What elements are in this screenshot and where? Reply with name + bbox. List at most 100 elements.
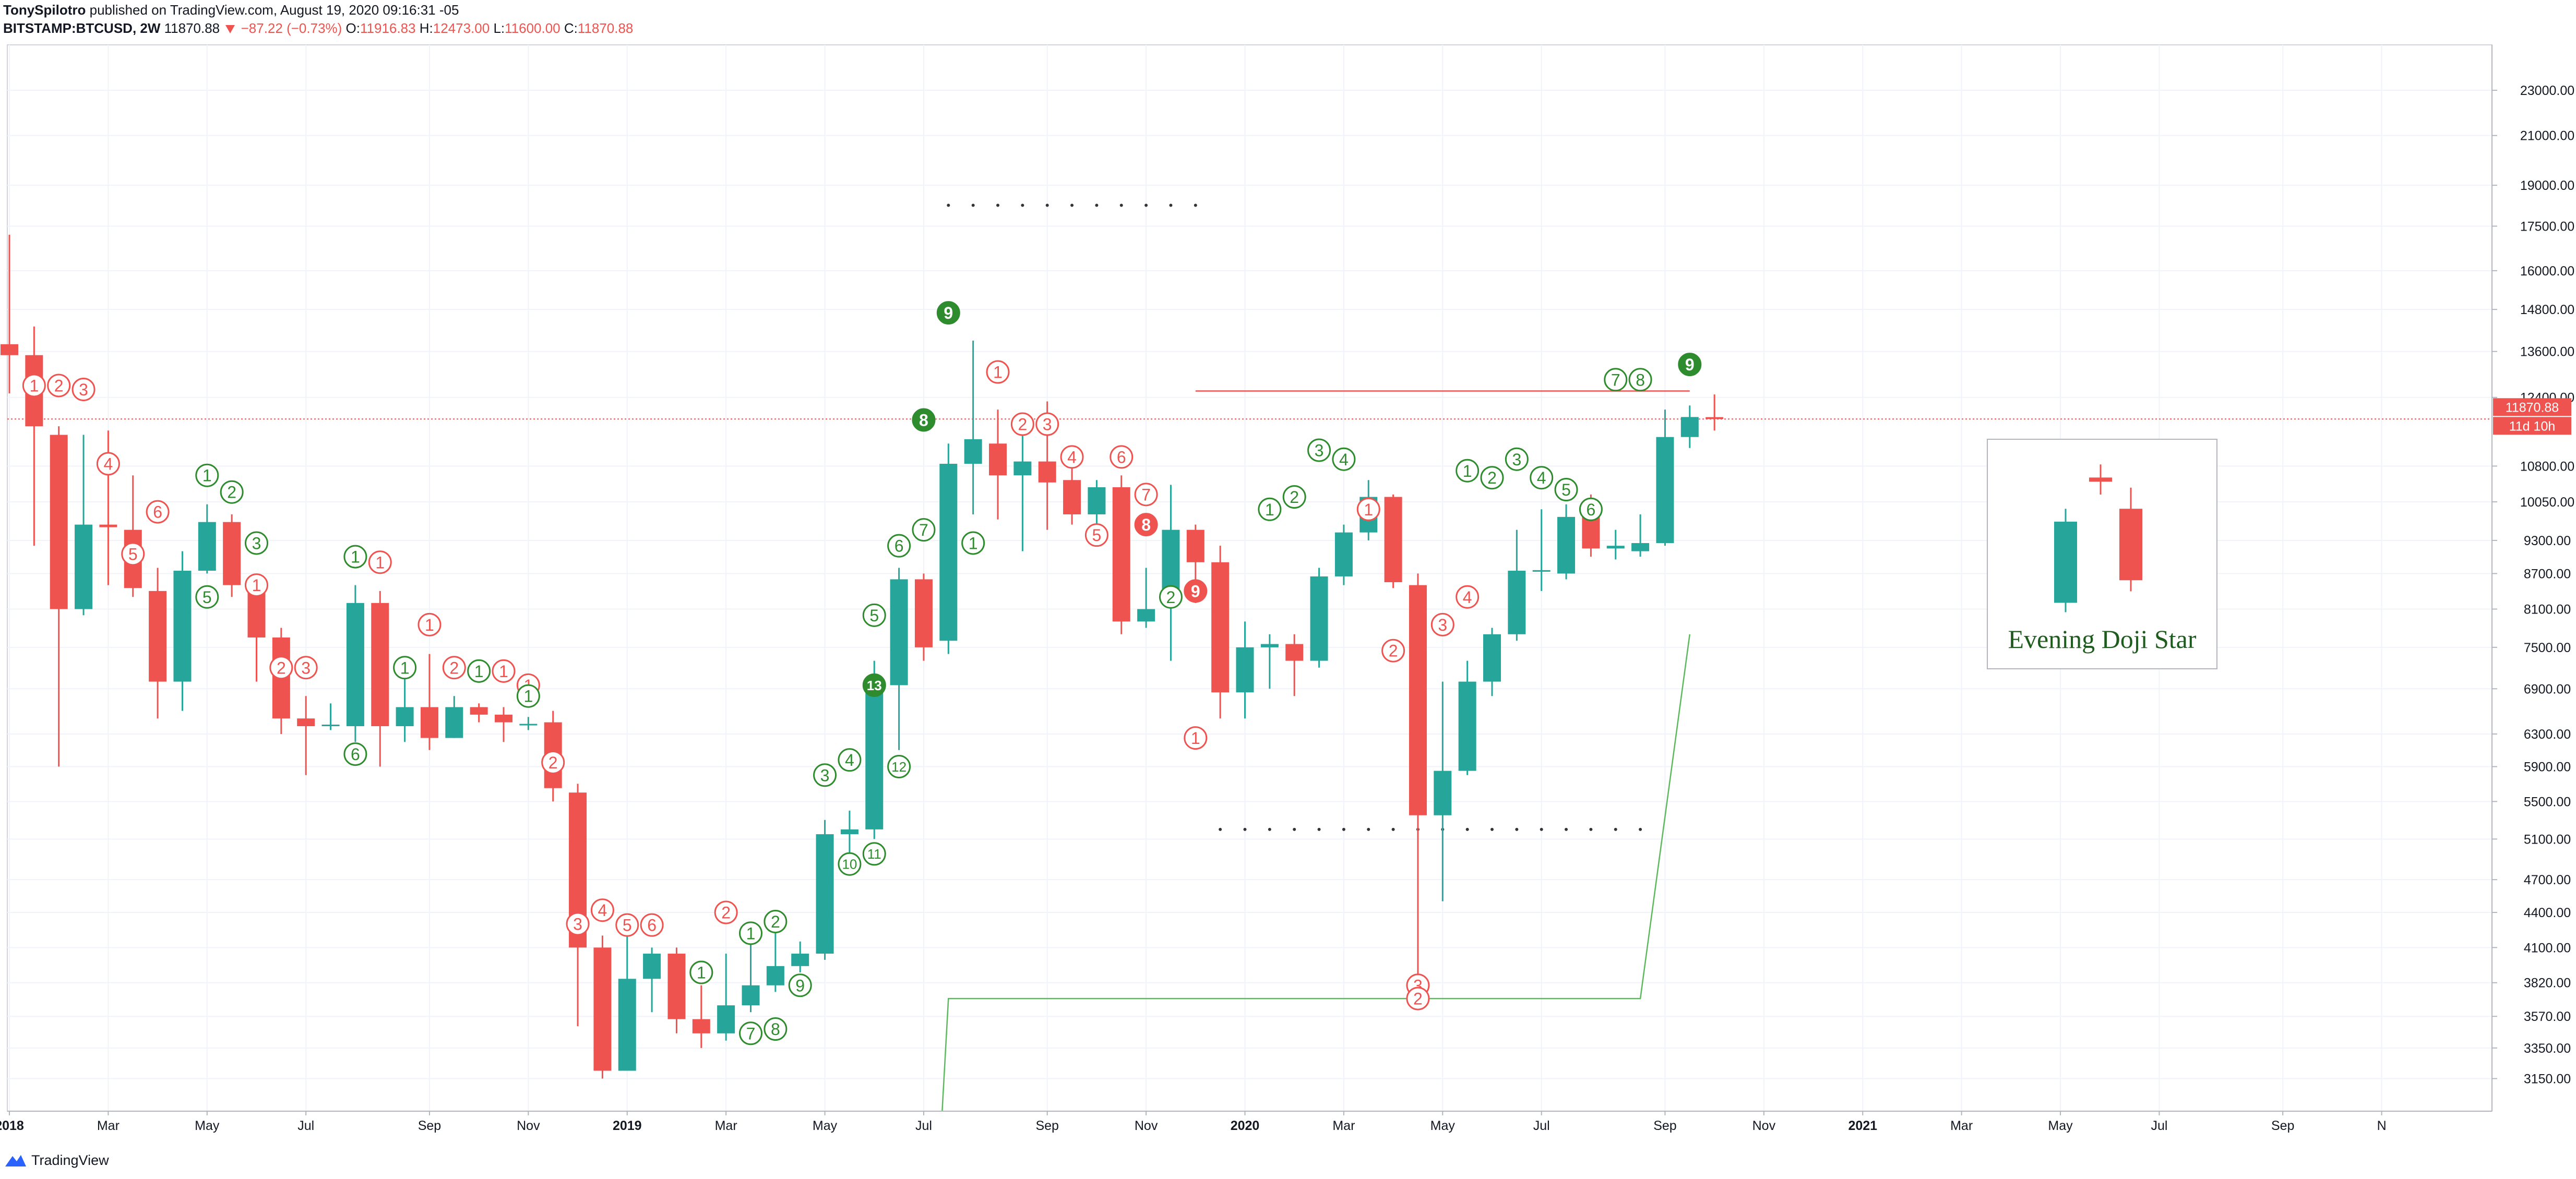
td-marker-label: 13 [867, 678, 882, 693]
candle-body [1334, 532, 1353, 576]
td-marker-label: 2 [227, 483, 236, 502]
td-marker-label: 4 [1537, 468, 1546, 487]
td-marker-circle [1060, 445, 1084, 469]
td-support-dot [971, 203, 975, 207]
candle-body [1013, 461, 1032, 476]
candle-body [1582, 516, 1600, 549]
td-marker-circle [689, 960, 713, 984]
td-marker-label: 1 [202, 466, 212, 485]
time-axis-label: 2019 [613, 1118, 642, 1133]
td-marker-circle [1430, 612, 1454, 636]
td-marker-circle [1628, 368, 1652, 392]
time-axis-label: Sep [1653, 1118, 1676, 1133]
candle-body [198, 522, 216, 571]
price-axis-label: 3150.00 [2524, 1072, 2571, 1086]
tdst-line [941, 634, 1691, 1112]
candle-body [1557, 516, 1576, 574]
td-marker-circle [146, 500, 170, 524]
candle-body [1186, 530, 1204, 562]
time-axis-label: 2018 [0, 1118, 24, 1133]
td-marker-circle [1332, 447, 1356, 471]
candle-body [791, 954, 809, 966]
td-support-dot [1391, 827, 1395, 831]
td-marker-circle [195, 463, 219, 487]
td-marker-circle [714, 900, 738, 924]
candle-body [1680, 417, 1699, 437]
td-marker-label: 6 [351, 745, 360, 764]
td-marker-circle [47, 374, 71, 398]
price-axis-label: 3820.00 [2524, 976, 2571, 991]
td-support-dot [1342, 827, 1345, 831]
td-marker-label: 3 [301, 658, 311, 677]
candle-body [1063, 480, 1081, 514]
time-axis-label: May [2048, 1118, 2073, 1133]
td-marker-label: 4 [1067, 448, 1077, 466]
candle-body [1458, 681, 1476, 771]
open-value: 11916.83 [360, 20, 416, 36]
price-chart[interactable]: 1234561231121123456121234567112323412531… [0, 0, 2576, 1148]
td-marker-circle [887, 755, 911, 779]
price-axis-label: 13600.00 [2520, 345, 2574, 359]
td-support-dot [1144, 203, 1148, 207]
td-marker-label: 9 [1191, 582, 1200, 600]
td-marker-label: 5 [869, 606, 879, 625]
td-marker-circle [887, 534, 911, 558]
candle-body [1434, 771, 1452, 815]
td-marker-label: 3 [1438, 616, 1447, 634]
td-marker-circle [590, 898, 614, 922]
price-axis-label: 10800.00 [2520, 459, 2574, 474]
td-marker-label: 1 [969, 534, 978, 553]
time-axis-label: Sep [1035, 1118, 1058, 1133]
price-axis-label: 5900.00 [2524, 760, 2571, 775]
td-support-dot [1589, 827, 1593, 831]
candle-body [1285, 644, 1304, 661]
td-marker-circle [862, 603, 886, 627]
inset-candle-body [2054, 521, 2077, 603]
price-axis-label: 9300.00 [2524, 534, 2571, 548]
td-support-dot [1021, 203, 1024, 207]
symbol-label[interactable]: BITSTAMP:BTCUSD, 2W [3, 20, 161, 36]
time-axis-label: May [813, 1118, 838, 1133]
author-name[interactable]: TonySpilotro [3, 2, 86, 18]
inset-candle-body [2119, 509, 2142, 581]
td-marker-label: 11 [867, 846, 881, 862]
time-axis-label: Sep [2271, 1118, 2294, 1133]
td-marker-label: 6 [1587, 500, 1596, 519]
td-marker-circle [640, 913, 664, 937]
td-marker-circle [1035, 412, 1059, 436]
td-marker-label: 2 [1413, 990, 1423, 1008]
time-axis-label: 2021 [1848, 1118, 1877, 1133]
td-marker-label: 8 [771, 1020, 780, 1039]
price-change: −87.22 (−0.73%) [241, 20, 342, 36]
time-axis-label: 2020 [1231, 1118, 1260, 1133]
td-marker-circle [1258, 497, 1282, 521]
td-marker-circle [838, 748, 862, 772]
candle-body [1, 344, 18, 355]
candle-body [1137, 609, 1155, 622]
td-marker-circle [739, 921, 762, 945]
td-marker-circle [343, 742, 367, 766]
td-marker-label: 6 [647, 916, 657, 935]
brand-name[interactable]: TradingView [31, 1152, 109, 1168]
td-marker-label: 2 [54, 376, 64, 395]
candle-body [816, 834, 834, 954]
td-marker-label: 3 [252, 534, 261, 553]
time-axis-label: Jul [2151, 1118, 2167, 1133]
td-marker-label: 1 [474, 662, 484, 681]
td-marker-label: 1 [252, 576, 261, 595]
countdown-tag [2493, 417, 2571, 435]
pattern-inset-title: Evening Doji Star [2008, 624, 2196, 654]
pattern-inset-box [1987, 439, 2217, 669]
td-marker-label: 7 [919, 521, 928, 539]
low-label: L: [493, 20, 505, 36]
candle-body [1112, 487, 1130, 622]
td-marker-circle [121, 542, 145, 566]
td-marker-circle [1356, 497, 1380, 521]
tradingview-logo-icon[interactable] [4, 1151, 27, 1170]
td-marker-circle [269, 656, 293, 680]
td-marker-circle [1184, 579, 1208, 603]
candle-body [865, 685, 884, 829]
td-marker-label: 1 [499, 662, 508, 681]
td-marker-label: 4 [598, 901, 607, 920]
td-marker-circle [764, 910, 788, 934]
